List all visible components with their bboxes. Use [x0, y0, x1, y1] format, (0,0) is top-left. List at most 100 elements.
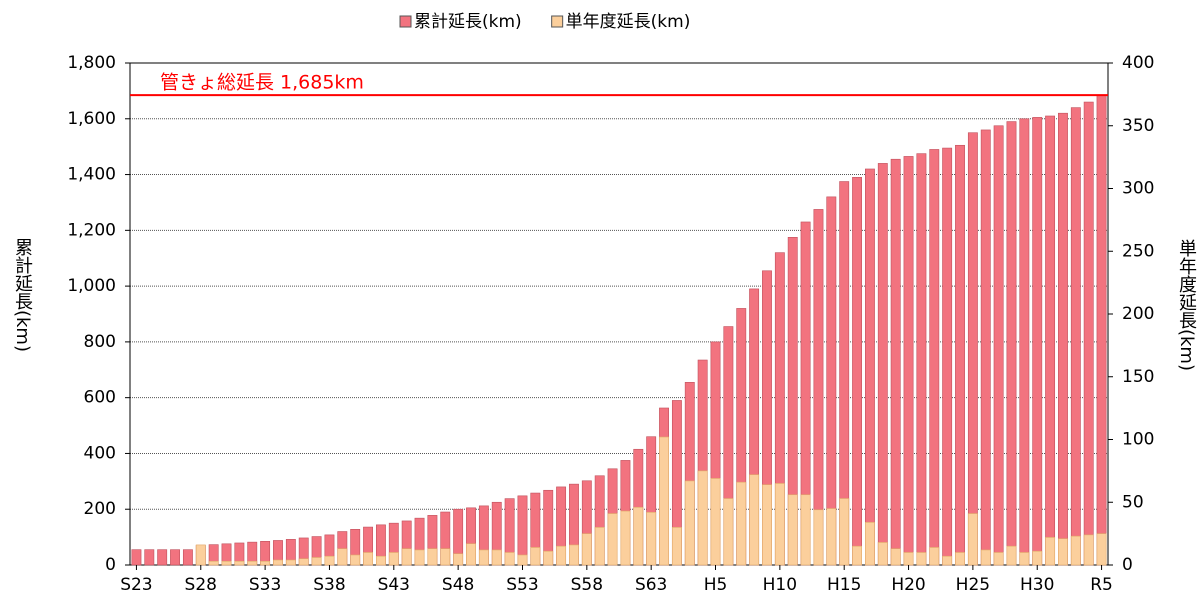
bar [1058, 112, 1068, 566]
x-tick-label: S48 [442, 575, 474, 595]
bar [1019, 552, 1030, 566]
bar [993, 125, 1004, 566]
legend-label: 累計延長(km) [414, 12, 522, 32]
bar [1083, 101, 1094, 566]
bar [813, 509, 824, 566]
bar [285, 559, 296, 566]
bar [607, 513, 618, 566]
bar [903, 156, 914, 566]
bar [504, 552, 515, 566]
bar [723, 498, 734, 566]
bar [273, 559, 283, 566]
y-tick-label: 1,200 [67, 220, 116, 240]
plot-frame [129, 62, 1109, 566]
bar [865, 522, 875, 566]
bar [1096, 94, 1107, 566]
y2-axis-label: 単年度延長(km) [1176, 239, 1197, 371]
bar [839, 498, 850, 566]
y2-tick-label: 0 [1122, 555, 1133, 575]
bar [414, 549, 425, 566]
bar [350, 554, 361, 566]
y-tick-label: 0 [105, 555, 116, 575]
bar [774, 483, 785, 566]
bar [710, 478, 721, 566]
x-tick-label: H15 [827, 575, 861, 595]
bar [967, 132, 978, 566]
x-tick-label: S43 [378, 575, 410, 595]
bar [517, 495, 528, 566]
bar [376, 555, 386, 566]
bar [916, 552, 927, 566]
bar [942, 555, 953, 566]
bar [1070, 107, 1081, 566]
x-tick-label: S58 [571, 575, 603, 595]
bar [324, 555, 335, 566]
bar [363, 552, 373, 566]
bar [684, 480, 695, 566]
y-tick-label: 200 [84, 499, 116, 519]
bar [967, 513, 978, 566]
bar [401, 548, 412, 566]
bar [491, 549, 502, 566]
bar [1045, 537, 1056, 566]
bar [466, 543, 476, 566]
bar [826, 508, 837, 566]
y2-tick-label: 300 [1122, 179, 1154, 199]
bar [182, 549, 193, 566]
bar [234, 560, 245, 566]
bar [671, 527, 682, 566]
bar [762, 484, 772, 566]
bar [453, 553, 464, 566]
bar [1096, 533, 1107, 566]
bar [311, 557, 322, 566]
bar [955, 144, 965, 566]
x-tick-label: S38 [313, 575, 345, 595]
bar [852, 177, 862, 566]
x-tick-label: H30 [1020, 575, 1054, 595]
y2-tick-label: 200 [1122, 304, 1154, 324]
reference-label: 管きょ総延長 1,685km [160, 72, 364, 94]
bar [298, 558, 309, 566]
bar [594, 527, 605, 566]
y2-tick-label: 250 [1122, 241, 1154, 261]
bar [517, 554, 528, 566]
bar [260, 560, 271, 566]
bar [157, 549, 168, 566]
bar [1032, 550, 1043, 566]
y-tick-label: 1,600 [67, 109, 116, 129]
bar [929, 149, 940, 566]
y-tick-label: 1,400 [67, 165, 116, 185]
y-tick-label: 1,800 [67, 53, 116, 73]
bar [337, 548, 348, 566]
bar [1006, 545, 1017, 566]
bar [569, 544, 579, 566]
y-axis-label: 累計延長(km) [12, 238, 33, 352]
bar [478, 549, 489, 566]
bar [581, 533, 592, 566]
bar [221, 560, 232, 566]
y2-tick-label: 400 [1122, 53, 1154, 73]
y-tick-label: 600 [84, 388, 116, 408]
bar [646, 511, 657, 566]
y-tick-label: 400 [84, 443, 116, 463]
x-tick-label: S28 [185, 575, 217, 595]
bar [955, 552, 965, 566]
bar [144, 549, 155, 566]
bar [800, 494, 811, 566]
y2-tick-label: 100 [1122, 430, 1154, 450]
x-tick-label: S33 [249, 575, 281, 595]
y2-tick-label: 50 [1122, 492, 1144, 512]
bar [633, 506, 644, 566]
bar [1045, 115, 1056, 566]
y2-tick-label: 350 [1122, 116, 1154, 136]
bar [787, 494, 798, 566]
bar [929, 547, 940, 566]
y2-tick-label: 150 [1122, 367, 1154, 387]
bar [749, 474, 760, 566]
legend-swatch [551, 15, 564, 28]
bar [170, 549, 180, 566]
x-tick-label: S23 [120, 575, 152, 595]
bar [697, 470, 708, 566]
bar [980, 549, 991, 566]
